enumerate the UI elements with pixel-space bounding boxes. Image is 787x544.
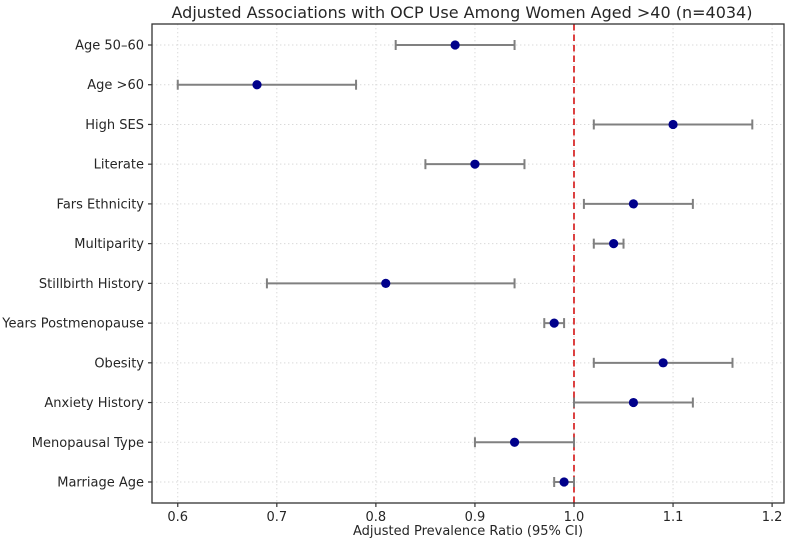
y-category-label: Age 50–60	[75, 39, 144, 54]
x-tick-label: 1.2	[762, 510, 783, 525]
x-tick-label: 1.0	[564, 510, 585, 525]
y-category-label: Menopausal Type	[32, 436, 144, 451]
point-marker	[559, 477, 569, 487]
y-category-label: Anxiety History	[44, 396, 144, 411]
y-category-label: Stillbirth History	[39, 277, 144, 292]
y-category-label: Literate	[94, 158, 144, 173]
chart-title: Adjusted Associations with OCP Use Among…	[171, 3, 753, 22]
x-tick-label: 1.1	[663, 510, 684, 525]
y-category-label: High SES	[85, 118, 144, 133]
y-category-label: Obesity	[94, 356, 144, 371]
point-marker	[470, 159, 480, 169]
point-marker	[668, 119, 678, 130]
point-marker	[509, 437, 520, 447]
x-tick-label: 0.9	[465, 510, 486, 525]
x-tick-label: 0.6	[167, 510, 188, 525]
point-marker	[609, 239, 619, 249]
point-marker	[549, 318, 559, 328]
y-category-label: Multiparity	[74, 237, 144, 252]
point-marker	[381, 278, 391, 288]
y-category-label: Years Postmenopause	[1, 317, 144, 332]
x-tick-label: 0.8	[366, 510, 387, 525]
point-marker	[628, 397, 639, 408]
y-category-label: Marriage Age	[57, 476, 144, 491]
y-category-label: Fars Ethnicity	[57, 197, 145, 212]
point-marker	[450, 40, 460, 50]
point-marker	[252, 80, 262, 90]
x-tick-label: 0.7	[266, 510, 287, 525]
axes-spines	[151, 23, 785, 504]
point-marker	[628, 199, 639, 209]
x-axis-label: Adjusted Prevalence Ratio (95% CI)	[352, 524, 584, 539]
y-category-label: Age >60	[87, 78, 144, 93]
point-marker	[658, 358, 668, 368]
